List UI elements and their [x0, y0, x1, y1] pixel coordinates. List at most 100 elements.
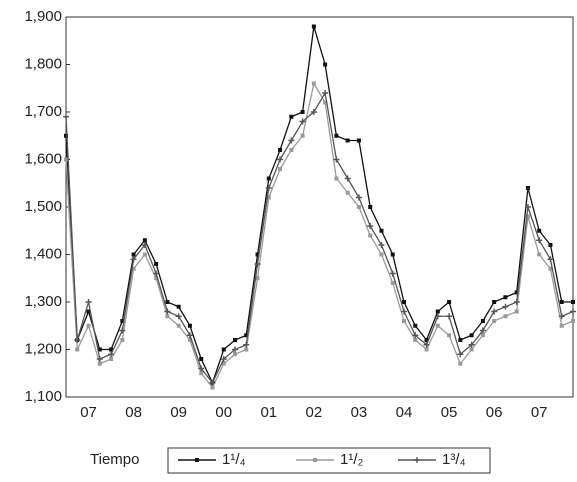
point-marker: [413, 338, 418, 342]
point-marker: [536, 237, 543, 244]
point-marker: [447, 300, 452, 304]
point-marker: [311, 24, 316, 29]
point-marker: [232, 346, 238, 353]
point-marker: [244, 347, 249, 352]
point-marker: [86, 309, 91, 314]
point-marker: [74, 337, 81, 343]
point-marker: [514, 309, 519, 314]
point-marker: [469, 347, 474, 352]
point-marker: [457, 351, 464, 358]
point-marker: [176, 304, 181, 309]
point-marker: [265, 185, 272, 191]
point-marker: [154, 276, 159, 281]
point-marker: [322, 90, 329, 96]
series-line: [65, 26, 573, 385]
point-marker: [368, 233, 373, 238]
x-tick-label: 03: [351, 404, 368, 421]
point-marker: [389, 270, 396, 277]
point-marker: [97, 347, 102, 352]
point-marker: [199, 357, 204, 361]
y-tick-label: 1,500: [24, 198, 62, 215]
point-marker: [412, 332, 419, 339]
point-marker: [558, 313, 565, 320]
point-marker: [447, 333, 452, 338]
x-tick-label: 07: [531, 404, 548, 421]
point-marker: [525, 214, 530, 219]
point-marker: [64, 133, 68, 138]
point-marker: [86, 323, 91, 328]
point-marker: [367, 223, 374, 229]
point-marker: [186, 332, 193, 339]
point-marker: [525, 186, 530, 190]
x-tick-label: 01: [260, 404, 277, 421]
point-marker: [64, 157, 68, 162]
point-marker: [491, 308, 498, 315]
point-marker: [548, 243, 553, 247]
legend-label: 1¹/₄: [222, 451, 246, 468]
point-marker: [514, 290, 519, 295]
point-marker: [570, 308, 576, 315]
point-marker: [390, 281, 395, 285]
point-marker: [480, 319, 485, 323]
point-marker: [479, 327, 486, 334]
point-marker: [503, 314, 508, 319]
point-marker: [254, 261, 261, 267]
point-marker: [233, 338, 237, 342]
point-marker: [434, 313, 441, 320]
point-marker: [300, 133, 305, 138]
point-marker: [368, 205, 373, 209]
point-marker: [537, 252, 542, 257]
x-tick-label: 02: [306, 404, 323, 421]
point-marker: [97, 361, 102, 366]
legend-marker: [414, 457, 420, 463]
x-tick-label: 05: [441, 404, 458, 421]
legend-label: 1¹/₂: [340, 451, 364, 468]
x-tick-label: 09: [170, 404, 187, 421]
x-tick-label: 07: [80, 404, 97, 421]
point-marker: [559, 300, 564, 304]
point-marker: [278, 148, 283, 152]
point-marker: [120, 319, 125, 323]
point-marker: [446, 313, 453, 320]
point-marker: [423, 341, 430, 348]
legend-label: 1³/₄: [442, 451, 466, 468]
point-marker: [311, 81, 316, 86]
x-tick-label: 06: [486, 404, 503, 421]
point-marker: [547, 256, 554, 263]
point-marker: [221, 361, 226, 366]
series-line: [65, 91, 574, 384]
point-marker: [109, 347, 114, 352]
point-marker: [413, 323, 418, 328]
point-marker: [402, 300, 406, 304]
point-marker: [402, 319, 406, 323]
point-marker: [355, 194, 362, 201]
legend-marker: [195, 458, 199, 462]
point-marker: [187, 338, 192, 342]
point-marker: [334, 133, 339, 138]
point-marker: [289, 148, 294, 152]
point-marker: [165, 314, 170, 319]
y-tick-label: 1,100: [24, 388, 62, 405]
point-marker: [458, 338, 463, 342]
point-marker: [75, 347, 80, 352]
point-marker: [480, 333, 485, 338]
point-marker: [142, 252, 147, 257]
point-marker: [175, 313, 182, 320]
point-marker: [165, 300, 170, 304]
point-marker: [524, 204, 531, 210]
point-marker: [63, 113, 69, 120]
series-line: [65, 81, 574, 389]
point-marker: [96, 356, 103, 362]
y-tick-label: 1,800: [24, 55, 62, 72]
point-marker: [379, 252, 384, 257]
point-marker: [109, 357, 114, 361]
point-marker: [435, 309, 440, 314]
point-marker: [130, 256, 137, 263]
point-marker: [164, 308, 171, 315]
point-marker: [85, 299, 92, 305]
point-marker: [492, 300, 497, 304]
y-tick-label: 1,300: [24, 293, 62, 310]
point-marker: [209, 379, 216, 386]
point-marker: [142, 238, 147, 243]
